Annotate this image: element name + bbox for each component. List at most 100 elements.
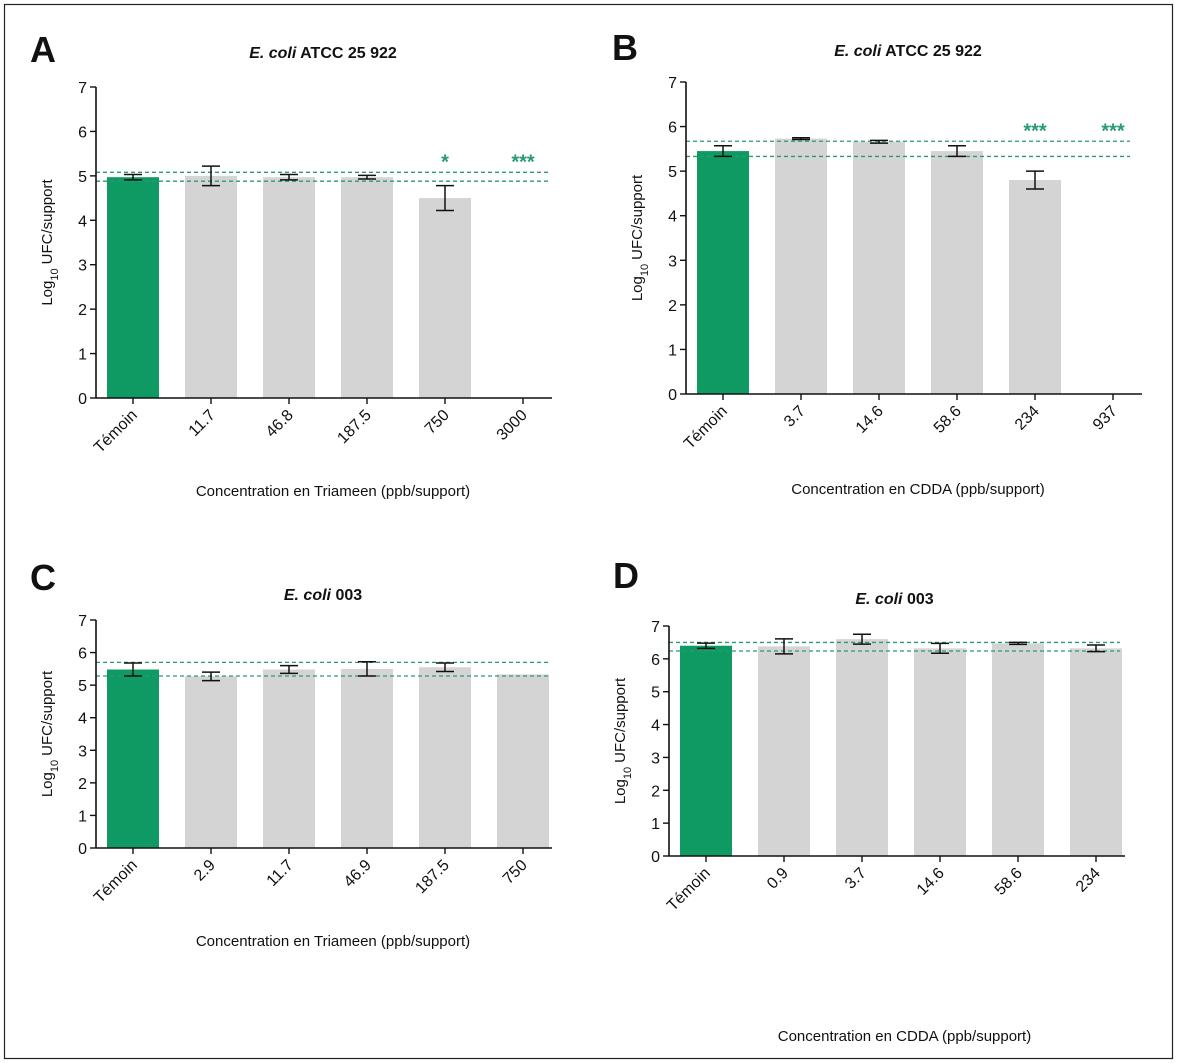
y-label-subscript: 10: [49, 268, 61, 280]
bar: [758, 646, 810, 856]
x-tick-label: 187.5: [412, 857, 452, 897]
panel-letter: A: [30, 29, 56, 70]
title-species: E. coli: [284, 587, 332, 604]
x-tick-label: 937: [1090, 403, 1121, 434]
bar: [914, 648, 966, 856]
bar: [263, 177, 315, 398]
title-strain: 003: [907, 591, 934, 608]
y-tick-label: 6: [78, 646, 87, 663]
x-axis-label: Concentration en CDDA (ppb/support): [778, 1028, 1031, 1045]
title-species: E. coli: [855, 591, 903, 608]
error-bar: [358, 660, 376, 677]
x-tick-label: 58.6: [992, 865, 1026, 899]
bar: [931, 151, 983, 394]
error-bar: [775, 638, 793, 655]
error-bar: [1009, 641, 1027, 646]
error-bar: [358, 174, 376, 180]
y-tick-label: 5: [78, 678, 87, 695]
error-bar: [931, 642, 949, 655]
y-label-text: Log: [612, 779, 629, 804]
y-label-text: Log: [39, 772, 56, 797]
y-tick-label: 3: [668, 253, 677, 270]
y-tick-label: 0: [78, 391, 87, 408]
title-strain: ATCC 25 922: [885, 43, 982, 60]
y-tick-label: 2: [668, 298, 677, 315]
bar: [697, 151, 749, 394]
significance-label: ***: [1023, 120, 1047, 142]
y-tick-label: 4: [78, 711, 87, 728]
bar: [107, 669, 159, 848]
y-tick-label: 7: [668, 75, 677, 92]
x-tick-label: Témoin: [91, 857, 141, 907]
panel-letter: C: [30, 557, 56, 598]
bar: [419, 667, 471, 848]
y-tick-label: 3: [651, 750, 660, 767]
error-bar: [202, 671, 220, 682]
error-bar: [124, 662, 142, 677]
y-tick-label: 6: [668, 120, 677, 137]
bar: [185, 175, 237, 398]
error-bar: [1026, 170, 1044, 190]
y-label-rest: UFC/support: [39, 670, 56, 756]
x-tick-label: 11.7: [186, 407, 219, 440]
x-tick-label: 14.6: [853, 403, 887, 437]
y-label-subscript: 10: [49, 760, 61, 772]
x-tick-label: 46.9: [341, 857, 375, 891]
x-tick-label: Témoin: [664, 865, 714, 915]
y-tick-label: 6: [78, 124, 87, 141]
y-label-text: Log: [39, 281, 56, 306]
error-bar: [202, 165, 220, 187]
chart-title: E. coli ATCC 25 922: [834, 43, 982, 60]
error-bar: [853, 633, 871, 645]
error-bar: [697, 642, 715, 650]
y-tick-label: 2: [78, 302, 87, 319]
title-species: E. coli: [249, 45, 297, 62]
bar: [185, 676, 237, 848]
chart-title: E. coli 003: [855, 591, 933, 608]
bar: [263, 669, 315, 848]
y-tick-label: 1: [78, 808, 87, 825]
y-tick-label: 0: [668, 387, 677, 404]
y-tick-label: 5: [651, 685, 660, 702]
y-tick-label: 7: [78, 80, 87, 97]
y-tick-label: 2: [651, 783, 660, 800]
x-tick-label: 750: [500, 857, 531, 888]
x-tick-label: 0.9: [764, 865, 792, 893]
y-axis-label: Log10 UFC/support: [612, 677, 634, 804]
y-tick-label: 3: [78, 258, 87, 275]
bar: [341, 668, 393, 848]
error-bar: [1087, 644, 1105, 653]
significance-label: ***: [511, 151, 535, 173]
error-bar: [280, 173, 298, 181]
x-tick-label: 58.6: [931, 403, 965, 437]
significance-label: *: [441, 151, 449, 173]
y-label-text: Log: [629, 276, 646, 301]
y-axis-label: Log10 UFC/support: [39, 670, 61, 797]
bar: [853, 141, 905, 394]
y-tick-label: 4: [668, 209, 677, 226]
x-axis-label: Concentration en CDDA (ppb/support): [791, 481, 1044, 498]
title-strain: 003: [335, 587, 362, 604]
x-tick-label: 3.7: [781, 403, 809, 431]
y-tick-label: 0: [78, 841, 87, 858]
bar: [497, 674, 549, 848]
bar: [107, 177, 159, 398]
error-bar: [714, 144, 732, 158]
y-axis-label: Log10 UFC/support: [39, 179, 61, 306]
bar: [1070, 648, 1122, 856]
error-bar: [792, 136, 810, 141]
bar: [1009, 180, 1061, 394]
y-label-rest: UFC/support: [39, 179, 56, 265]
x-tick-label: 234: [1012, 403, 1043, 434]
y-axis-label: Log10 UFC/support: [629, 174, 651, 301]
bar: [341, 177, 393, 398]
significance-label: ***: [1101, 120, 1125, 142]
error-bar: [280, 664, 298, 675]
panel-letter: D: [613, 555, 639, 596]
x-tick-label: 234: [1073, 865, 1104, 896]
y-tick-label: 1: [651, 816, 660, 833]
y-tick-label: 3: [78, 743, 87, 760]
y-label-subscript: 10: [639, 264, 651, 276]
y-tick-label: 7: [651, 619, 660, 636]
y-label-rest: UFC/support: [629, 174, 646, 260]
